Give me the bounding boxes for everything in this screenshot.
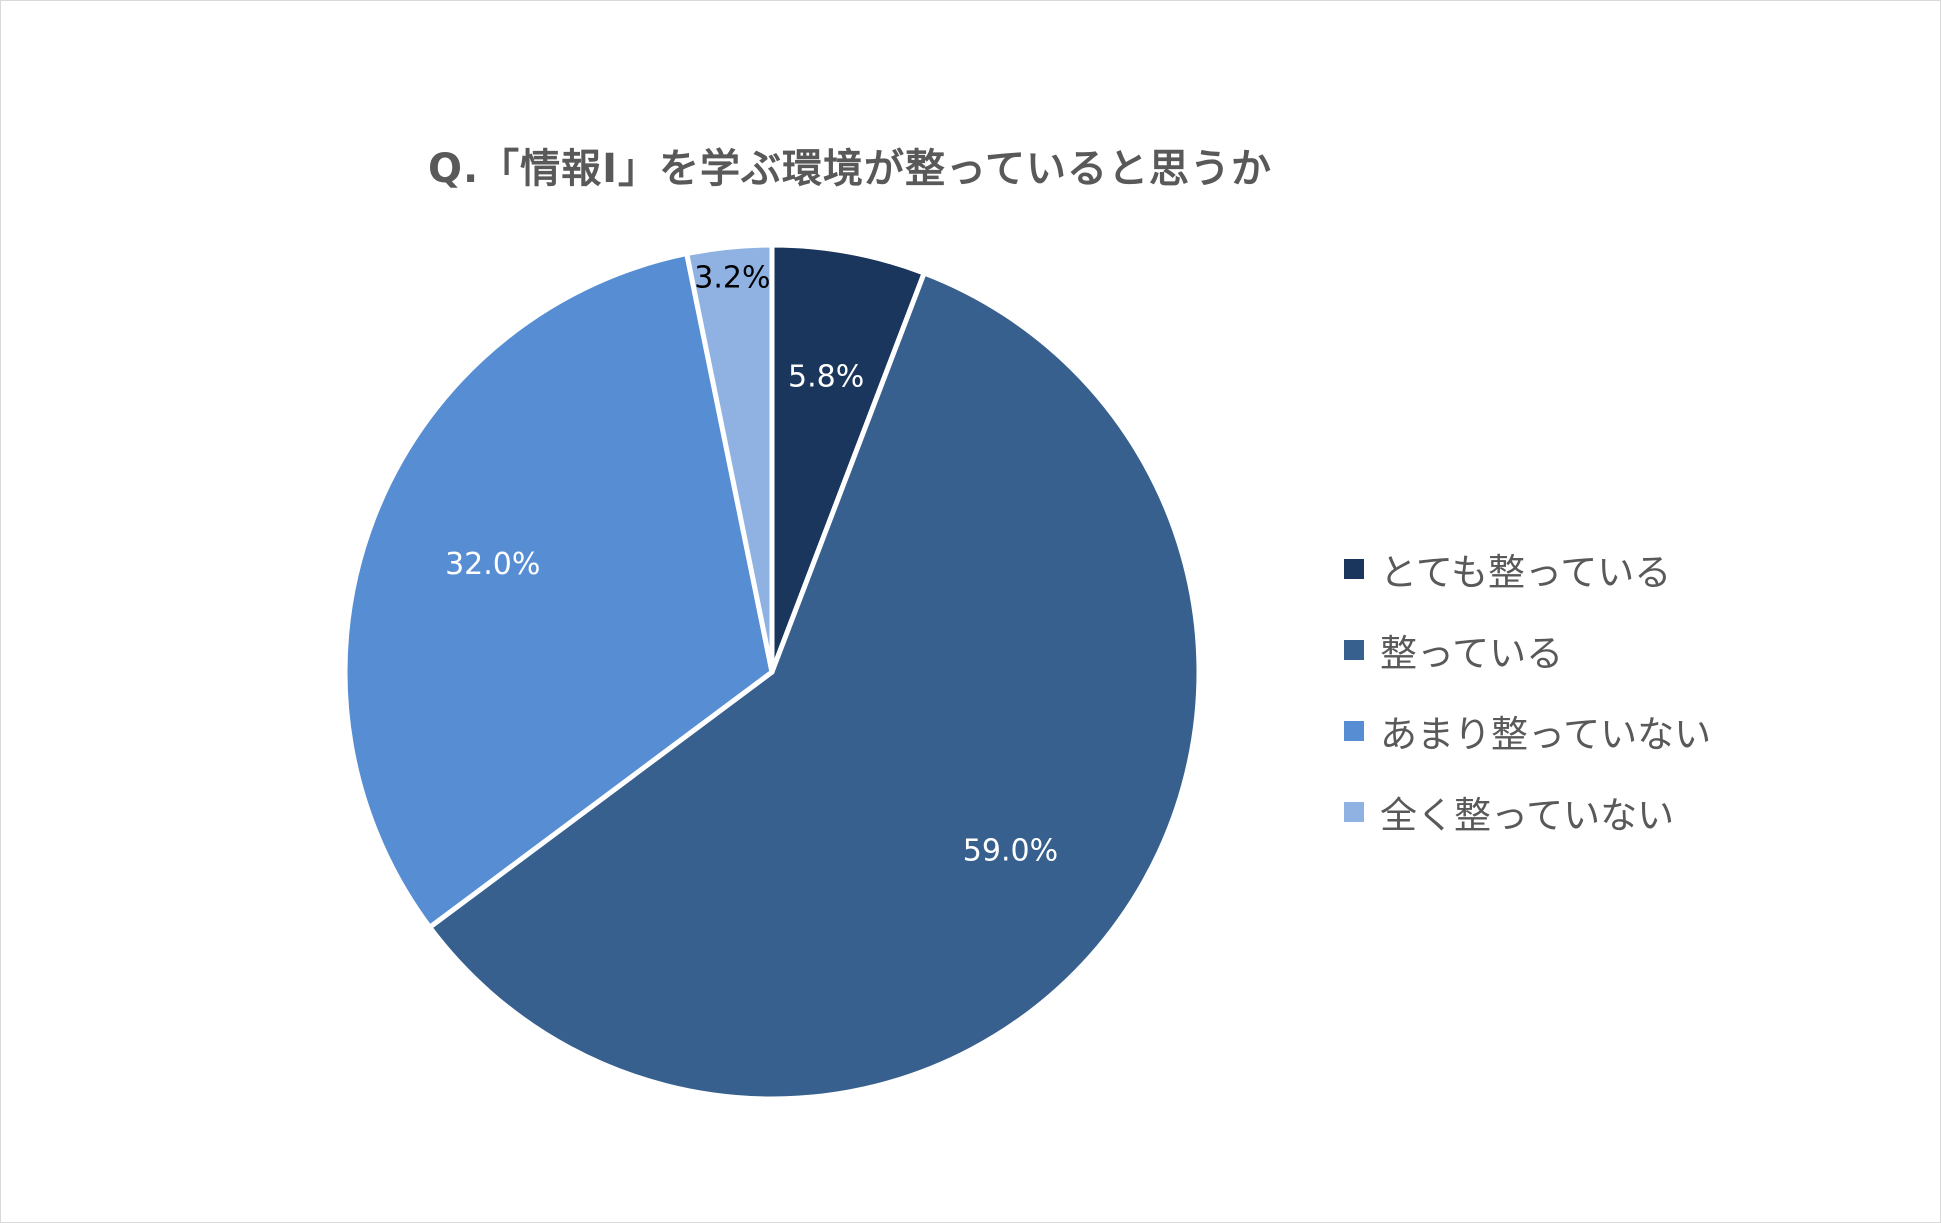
legend-label: あまり整っていない: [1380, 712, 1712, 756]
legend-swatch: [1344, 558, 1364, 579]
legend-item: 整っている: [1344, 609, 1711, 690]
legend: とても整っている 整っているあまり整っていない 全く整っていない: [1344, 528, 1711, 852]
legend-swatch: [1344, 801, 1364, 822]
legend-item: あまり整っていない: [1344, 690, 1711, 771]
legend-item: とても整っている: [1344, 528, 1711, 609]
data-label-1: 5.8%: [788, 360, 864, 395]
pie-slice-2: [427, 270, 1202, 1102]
legend-swatch: [1344, 639, 1364, 660]
data-label-3: 32.0%: [445, 547, 540, 582]
legend-label: 整っている: [1380, 631, 1564, 675]
data-label-2: 59.0%: [963, 834, 1058, 869]
legend-label: とても整っている: [1380, 550, 1672, 594]
legend-item: 全く整っていない: [1344, 771, 1711, 852]
data-label-4: 3.2%: [694, 261, 770, 296]
legend-swatch: [1344, 720, 1364, 741]
pie-slice-4: [684, 242, 775, 675]
chart-title: Q.「情報Ⅰ」を学ぶ環境が整っていると思うか: [427, 146, 1273, 192]
pie-slice-3: [342, 251, 775, 930]
legend-label: 全く整っていない: [1380, 793, 1675, 837]
